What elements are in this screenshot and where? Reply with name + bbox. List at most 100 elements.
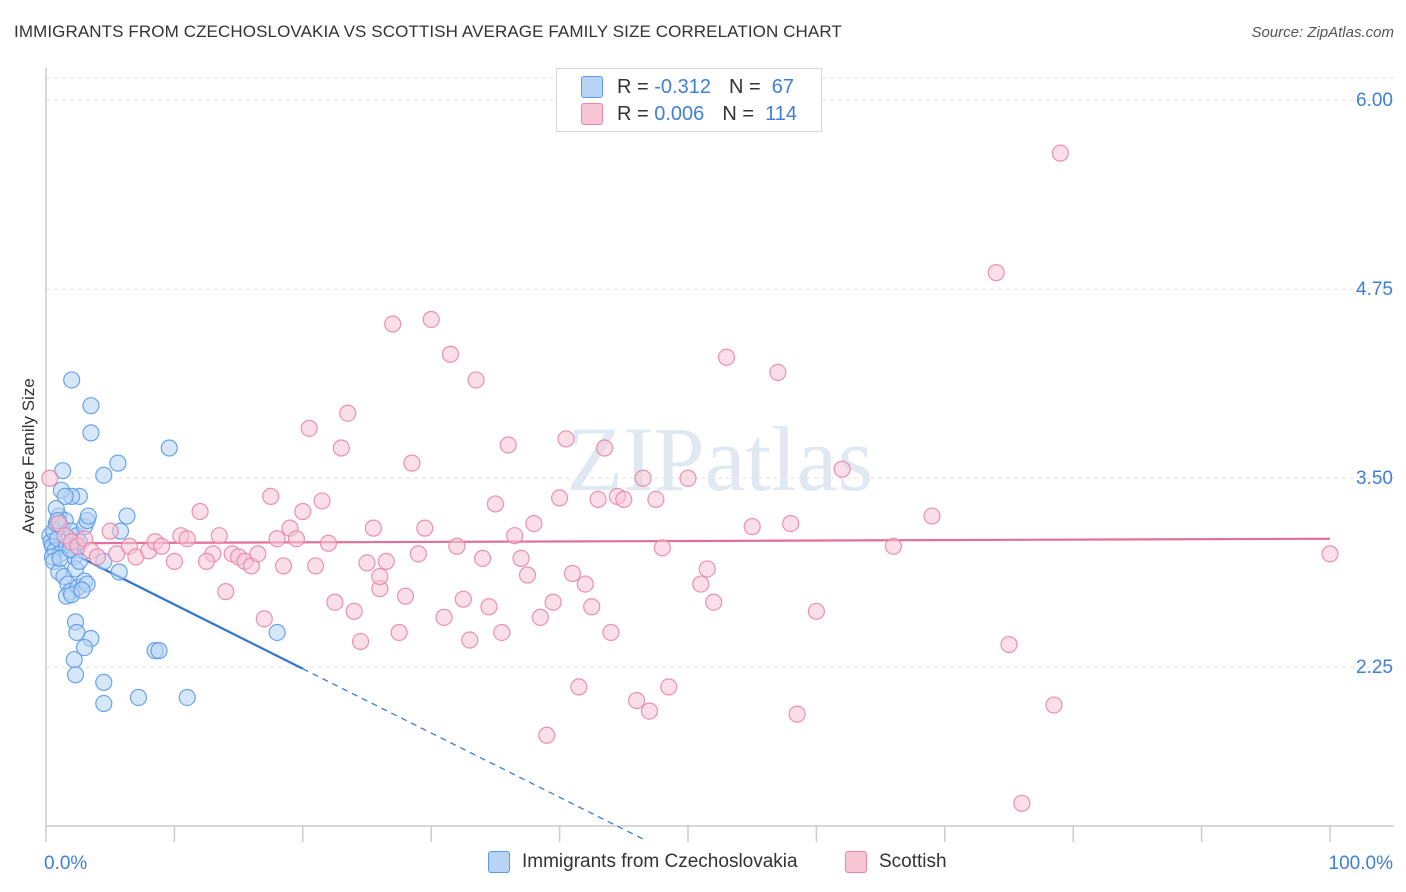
source-label: Source: ZipAtlas.com [1251, 24, 1394, 41]
x-tick-label: 100.0% [1329, 853, 1394, 874]
point-scottish [307, 557, 325, 575]
trend-line-czech-extension [302, 668, 644, 840]
point-scottish [576, 575, 594, 593]
point-czech [118, 507, 136, 525]
point-scottish [274, 557, 293, 575]
point-scottish [570, 678, 588, 696]
point-scottish [403, 454, 421, 472]
point-czech [109, 454, 127, 472]
point-scottish [300, 419, 318, 437]
point-scottish [506, 527, 524, 545]
point-scottish [782, 514, 800, 533]
legend-swatch-czech [581, 76, 603, 98]
point-czech [75, 638, 94, 657]
point-scottish [473, 549, 492, 567]
point-scottish [698, 560, 716, 578]
point-scottish [454, 590, 472, 608]
point-czech [82, 397, 100, 415]
point-scottish [550, 489, 569, 507]
point-scottish [531, 608, 549, 626]
point-scottish [493, 623, 511, 642]
bottom-legend-swatch-czech [488, 851, 510, 873]
point-scottish [1000, 635, 1018, 654]
point-scottish [634, 469, 652, 487]
legend-r-label: R = [617, 102, 649, 125]
correlation-legend: R = -0.312 N = 67 R = 0.006 N = 114 [556, 68, 822, 132]
point-scottish [595, 439, 614, 457]
point-scottish [525, 514, 543, 533]
point-scottish [88, 548, 106, 566]
point-czech [82, 424, 100, 442]
point-scottish [255, 610, 273, 628]
point-scottish [467, 371, 485, 389]
point-scottish [101, 522, 119, 540]
point-scottish [647, 490, 665, 509]
y-tick-label: 4.75 [1356, 279, 1393, 300]
y-axis-label: Average Family Size [19, 378, 38, 534]
point-scottish [512, 549, 530, 567]
point-czech [73, 581, 91, 599]
point-scottish [371, 567, 389, 586]
legend-n-label: N = [728, 75, 761, 98]
point-scottish [448, 537, 466, 555]
point-scottish [416, 519, 434, 537]
point-scottish [268, 530, 286, 548]
point-scottish [653, 539, 671, 557]
point-scottish [313, 492, 331, 510]
point-scottish [628, 691, 646, 710]
point-scottish [339, 404, 357, 422]
trend-lines [45, 537, 1331, 840]
point-scottish [743, 518, 761, 536]
point-scottish [294, 502, 312, 521]
x-tick-labels: 0.0% 100.0% [44, 853, 1393, 874]
point-scottish [692, 575, 710, 593]
legend-r-value: 0.006 [654, 102, 705, 125]
point-scottish [377, 552, 395, 571]
point-scottish [249, 545, 267, 563]
point-scottish [441, 345, 460, 363]
point-czech [95, 466, 113, 484]
point-czech [95, 673, 113, 691]
point-czech [79, 507, 97, 525]
bottom-legend-label-scottish: Scottish [879, 851, 947, 872]
point-czech [150, 642, 168, 660]
point-scottish [557, 430, 575, 448]
point-czech [129, 688, 148, 707]
point-scottish [679, 469, 697, 487]
legend-row-czech: R = -0.312 N = 67 [581, 75, 794, 99]
axes [45, 68, 1394, 842]
point-scottish [705, 593, 723, 611]
point-czech [56, 487, 74, 505]
point-scottish [217, 583, 235, 601]
legend-n-label: N = [722, 102, 754, 125]
legend-n-value: 114 [765, 102, 798, 125]
point-scottish [358, 554, 376, 572]
trend-line-scottish [45, 537, 1331, 545]
point-scottish [544, 593, 562, 611]
point-czech [68, 623, 86, 642]
point-scottish [422, 310, 440, 329]
point-scottish [287, 530, 305, 548]
point-czech [160, 439, 178, 457]
point-scottish [660, 678, 678, 696]
point-scottish [384, 315, 402, 333]
point-scottish [345, 602, 363, 620]
point-scottish [108, 545, 126, 563]
bottom-legend-label-czech: Immigrants from Czechoslovakia [522, 851, 798, 872]
point-scottish [396, 587, 415, 605]
point-scottish [197, 552, 216, 571]
point-czech [268, 623, 286, 642]
y-tick-label: 3.50 [1356, 468, 1393, 489]
point-scottish [589, 490, 607, 509]
point-scottish [152, 537, 171, 555]
point-czech [178, 688, 196, 707]
point-czech [95, 694, 113, 713]
chart-title: IMMIGRANTS FROM CZECHOSLOVAKIA VS SCOTTI… [14, 22, 842, 41]
point-scottish [319, 534, 338, 552]
point-scottish [923, 507, 941, 525]
point-scottish [518, 566, 537, 584]
point-scottish [435, 608, 453, 626]
bottom-legend-swatch-scottish [845, 851, 867, 873]
point-scottish [1321, 545, 1339, 563]
